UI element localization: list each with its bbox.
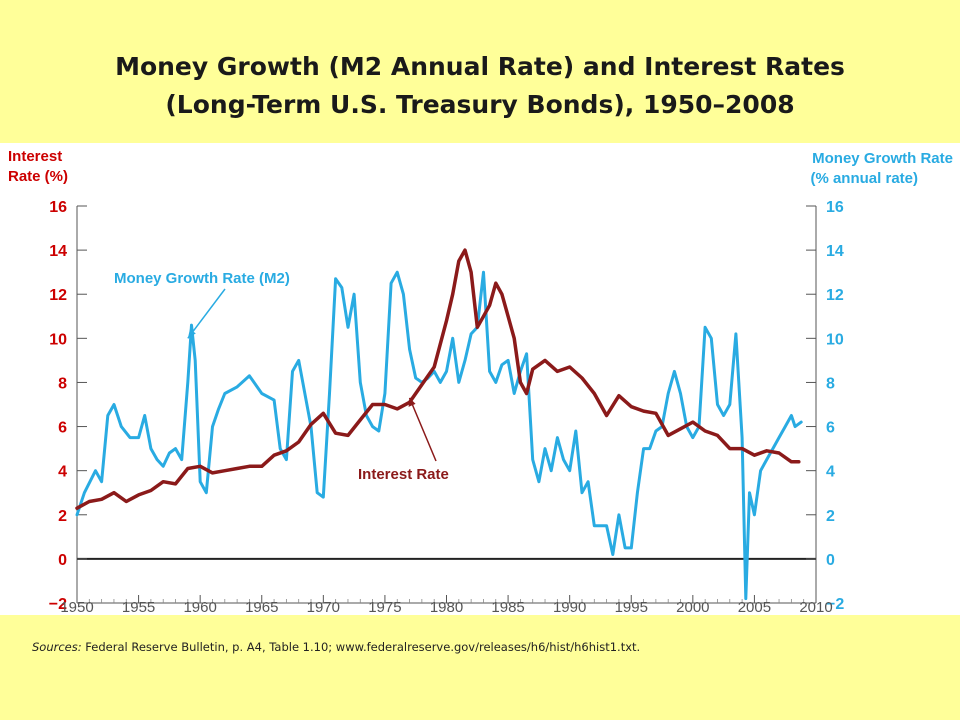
money_growth-line [75,270,803,601]
plot-background [0,143,960,615]
money-growth-arrowhead [187,329,196,339]
left-y-tick-label: 4 [58,464,67,481]
right-y-tick-label: 6 [826,420,835,437]
x-tick-label: 1990 [553,599,586,615]
chart: −2 −2 0 0 2 2 4 4 6 6 8 8 10 10 12 12 14 14 16 16 1950 1955 19… [0,143,960,615]
x-tick-label: 1960 [183,599,216,615]
x-tick-label: 1995 [615,599,648,615]
left-y-tick-label: 16 [49,199,67,216]
left-y-tick-label: 10 [49,331,67,348]
interest-rate-annotation: Interest Rate [358,466,449,483]
left-axis-label-line-1: Interest [8,148,62,165]
x-tick-label: 1980 [430,599,463,615]
x-tick-label: 2005 [738,599,771,615]
right-y-tick-label: −2 [826,596,844,613]
right-y-tick-label: 10 [826,331,844,348]
left-y-tick-label: 8 [58,375,67,392]
x-tick-label: 1965 [245,599,278,615]
left-axis-label-line-2: Rate (%) [8,168,68,185]
interest_rate-line [75,248,801,510]
slide-title: Money Growth (M2 Annual Rate) and Intere… [0,48,960,124]
title-line-2: (Long-Term U.S. Treasury Bonds), 1950–20… [165,90,795,119]
sources-label: Sources: [32,640,82,654]
x-tick-label: 2010 [799,599,832,615]
right-y-tick-label: 0 [826,552,835,569]
right-y-tick-label: 4 [826,464,835,481]
left-y-tick-label: 14 [49,243,67,260]
right-axis-label-line-2: (% annual rate) [810,170,918,187]
money-growth-arrow [187,288,226,339]
right-y-tick-label: 2 [826,508,835,525]
right-axis-label-line-1: Money Growth Rate [812,150,953,167]
right-y-tick-label: 14 [826,243,844,260]
x-tick-label: 1955 [122,599,155,615]
right-y-tick-label: 12 [826,287,844,304]
right-y-tick-label: 16 [826,199,844,216]
sources-note: Sources: Federal Reserve Bulletin, p. A4… [32,640,640,654]
sources-text: Federal Reserve Bulletin, p. A4, Table 1… [81,640,641,654]
x-tick-label: 1985 [491,599,524,615]
x-tick-label: 1970 [307,599,340,615]
interest-rate-arrowhead [408,397,416,407]
right-y-tick-label: 8 [826,375,835,392]
left-y-tick-label: 2 [58,508,67,525]
interest-rate-arrow [408,397,437,462]
title-line-1: Money Growth (M2 Annual Rate) and Intere… [115,52,845,81]
left-y-tick-label: 6 [58,420,67,437]
left-y-tick-label: 0 [58,552,67,569]
left-y-tick-label: 12 [49,287,67,304]
left-y-tick-label: −2 [49,596,67,613]
x-tick-label: 1975 [368,599,401,615]
money-growth-annotation: Money Growth Rate (M2) [114,270,290,287]
x-tick-label: 1950 [60,599,93,615]
x-tick-label: 2000 [676,599,709,615]
